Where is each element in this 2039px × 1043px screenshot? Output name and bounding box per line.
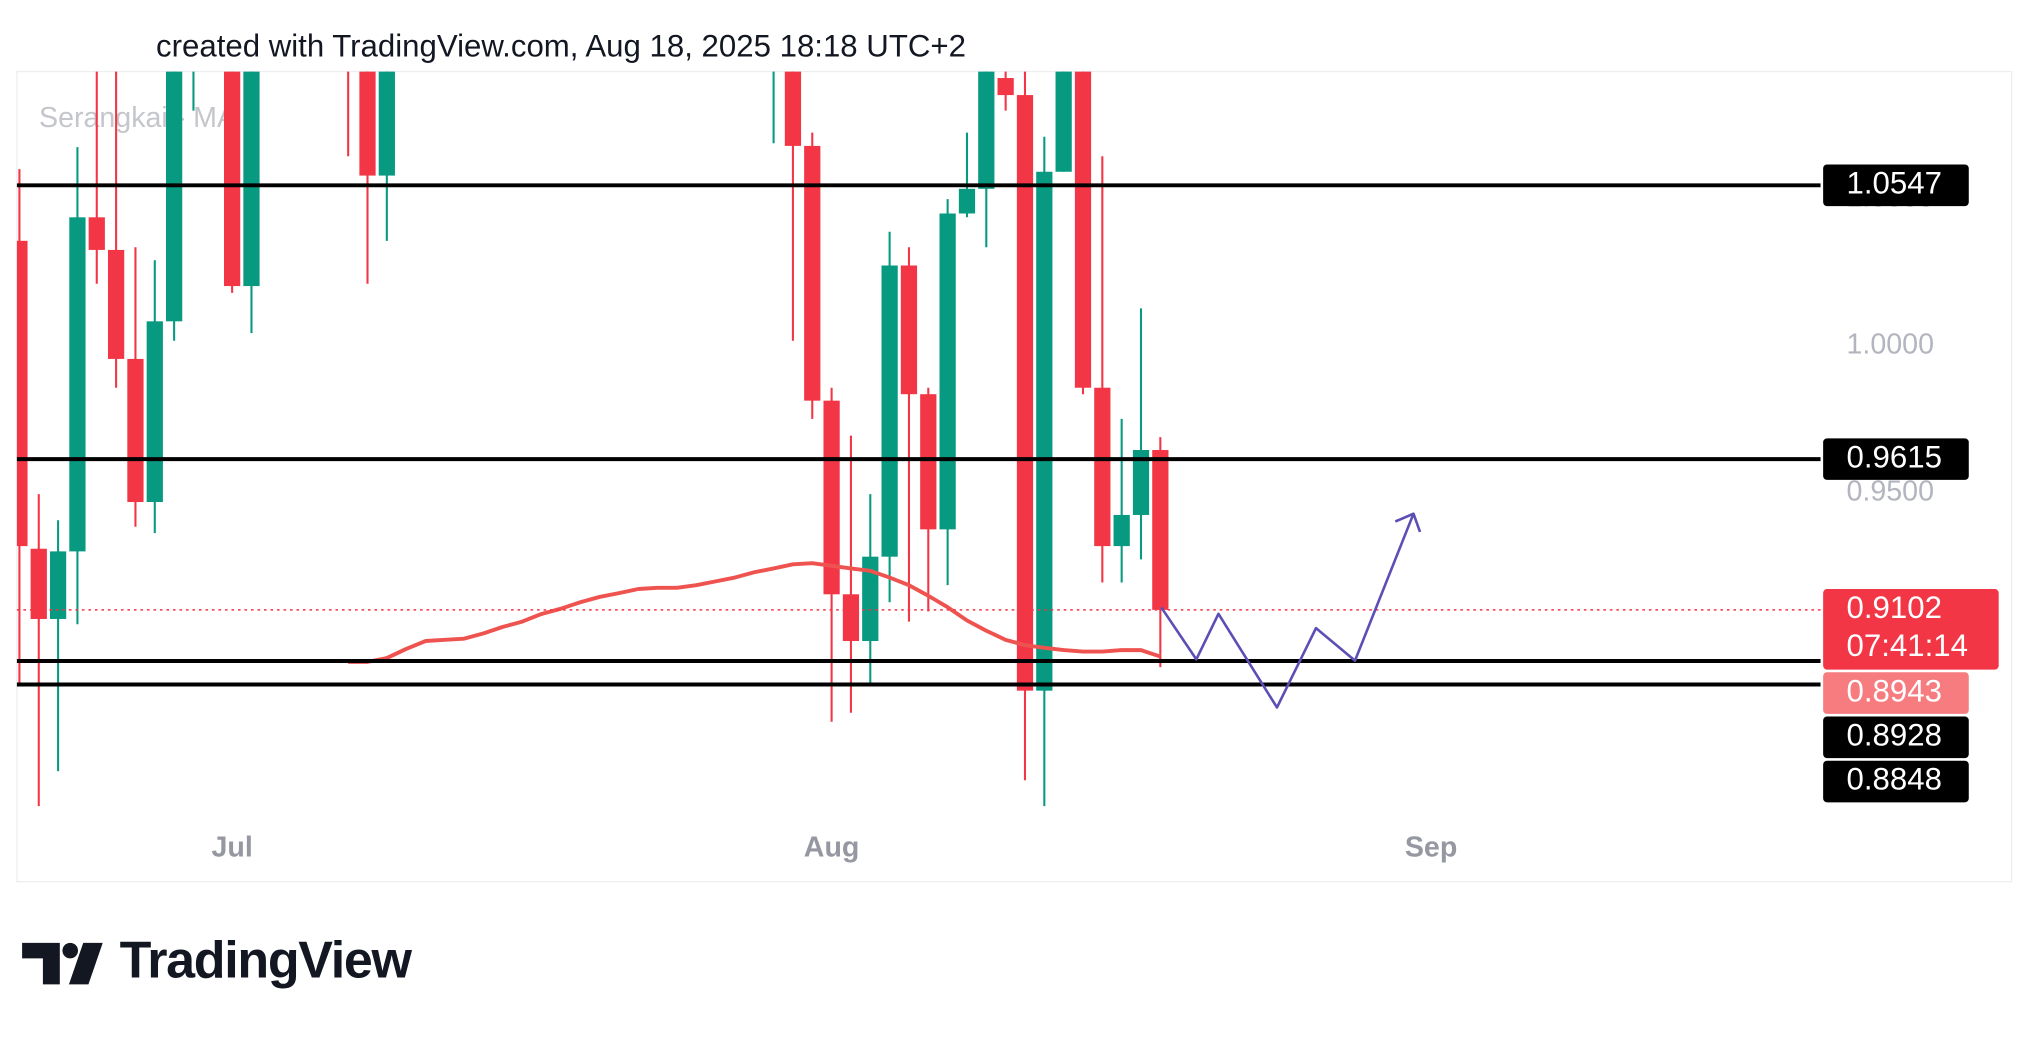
- candle-body: [1016, 95, 1034, 691]
- chart-frame: [16, 70, 2013, 883]
- level-label-box: [1823, 438, 1969, 480]
- candle-body: [1055, 71, 1072, 172]
- candle-body: [1074, 71, 1092, 388]
- level-label: 0.8848: [1847, 762, 1942, 797]
- ma-label: 0.8943: [1847, 673, 1942, 708]
- candle-body: [146, 321, 163, 503]
- y-tick-label: 0.9500: [1847, 475, 1934, 507]
- candle-body: [224, 71, 241, 287]
- candle-body: [30, 548, 47, 619]
- candle-body: [978, 71, 995, 189]
- candle-body: [1094, 387, 1111, 547]
- x-tick-label: Sep: [1405, 832, 1457, 864]
- candle-body: [823, 400, 840, 595]
- level-label: 0.8928: [1847, 718, 1942, 753]
- candle-body: [842, 594, 860, 642]
- candle-body: [69, 217, 86, 552]
- countdown-label: 07:41:14: [1847, 628, 1968, 663]
- level-label: 1.0547: [1847, 166, 1942, 201]
- candle-body: [243, 71, 260, 287]
- forecast-arrowhead: [1394, 512, 1422, 533]
- logo-slash: [68, 942, 103, 985]
- candle-body: [378, 71, 395, 176]
- candle-body: [359, 71, 376, 176]
- last-label-box: [1823, 589, 1999, 670]
- candle-body: [939, 213, 956, 530]
- candle-body: [881, 265, 898, 557]
- candle-body: [997, 78, 1014, 96]
- logo-mark: [22, 942, 60, 985]
- candle-body: [1132, 450, 1150, 515]
- moving-average: [348, 561, 1161, 664]
- candle-body: [127, 358, 144, 503]
- x-tick-label: Aug: [804, 832, 860, 864]
- candle-body: [920, 394, 937, 530]
- level-label-box: [1823, 716, 1969, 759]
- candle-body: [900, 265, 918, 395]
- candle-body: [1152, 450, 1169, 610]
- candles: [16, 0, 1169, 807]
- candle-body: [1113, 514, 1130, 547]
- ma-label-box: [1823, 672, 1969, 714]
- candle-body: [49, 551, 67, 619]
- candle-body: [165, 71, 183, 322]
- last-label: 0.9102: [1847, 590, 1942, 625]
- level-label-box: [1823, 760, 1969, 803]
- level-label: 0.9615: [1847, 439, 1942, 474]
- legend-title: Serangkai - MA: [39, 102, 237, 134]
- candle-body: [862, 556, 879, 642]
- candle-body: [1036, 171, 1053, 691]
- logo: [22, 942, 103, 985]
- logo-dot: [62, 942, 79, 959]
- candle-body: [185, 0, 201, 23]
- level-label-box: [1823, 164, 1969, 207]
- y-tick-label: 1.0000: [1847, 329, 1934, 361]
- candle-body: [958, 188, 976, 214]
- forecast-path: [1160, 513, 1415, 709]
- candle-body: [107, 249, 125, 359]
- candle-body: [88, 217, 105, 250]
- brand: TradingView: [120, 931, 413, 989]
- overlay: [16, 183, 1821, 687]
- candle-body: [804, 145, 821, 401]
- x-tick-label: Jul: [211, 832, 252, 864]
- drawing: [1160, 512, 1422, 709]
- header: created with TradingView.com, Aug 18, 20…: [156, 28, 966, 63]
- candle-body: [784, 71, 802, 146]
- candle-body: [16, 240, 28, 547]
